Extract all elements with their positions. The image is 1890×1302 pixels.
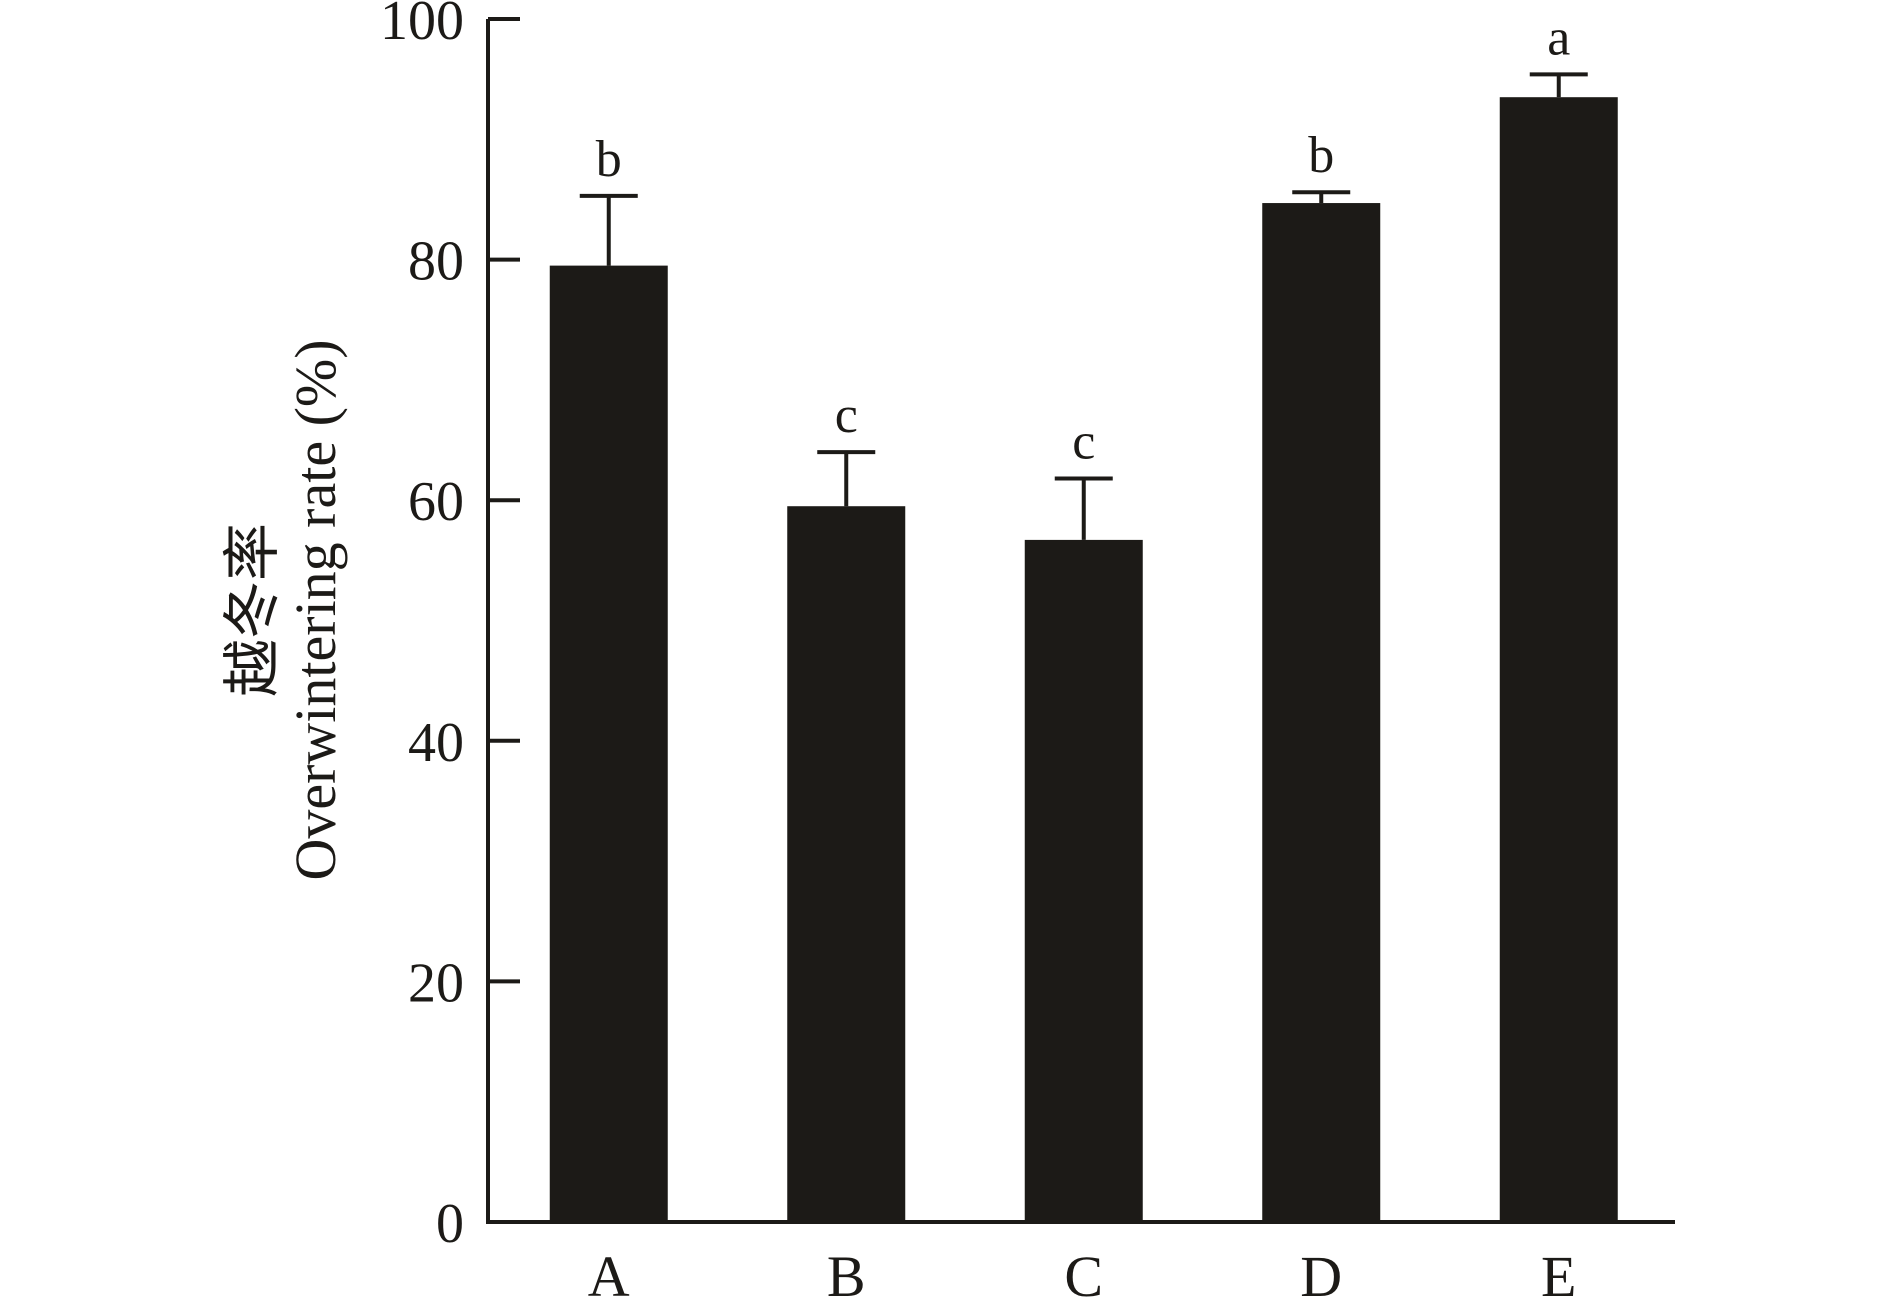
x-tick-label: C	[1064, 1244, 1103, 1302]
bar	[1499, 97, 1618, 1223]
x-tick-label: D	[1300, 1244, 1342, 1302]
x-tick-label: B	[827, 1244, 866, 1302]
significance-label: c	[835, 387, 858, 444]
significance-label: c	[1072, 414, 1095, 471]
significance-label: b	[1308, 127, 1334, 184]
y-tick-label: 0	[436, 1193, 464, 1255]
bar	[1262, 203, 1381, 1222]
error-bars	[579, 72, 1588, 540]
y-tick-label: 100	[380, 0, 464, 52]
bar	[787, 506, 906, 1223]
x-tick-label: A	[588, 1244, 630, 1302]
y-tick-label: 60	[408, 471, 464, 533]
y-axis-title-cn: 越冬率	[220, 523, 285, 697]
y-tick-label: 80	[408, 231, 464, 293]
significance-label: b	[596, 131, 622, 188]
bar	[549, 265, 668, 1222]
y-axis-title: Overwintering rate (%)	[283, 339, 348, 880]
bars	[549, 97, 1618, 1223]
x-tick-label: E	[1541, 1244, 1576, 1302]
bar	[1024, 539, 1143, 1222]
significance-label: a	[1547, 9, 1570, 66]
y-tick-label: 40	[408, 712, 464, 774]
labels: 0 20 40 60 80 100 b Ac Bc Cb Da E	[380, 0, 1576, 1302]
y-tick-label: 20	[408, 952, 464, 1014]
